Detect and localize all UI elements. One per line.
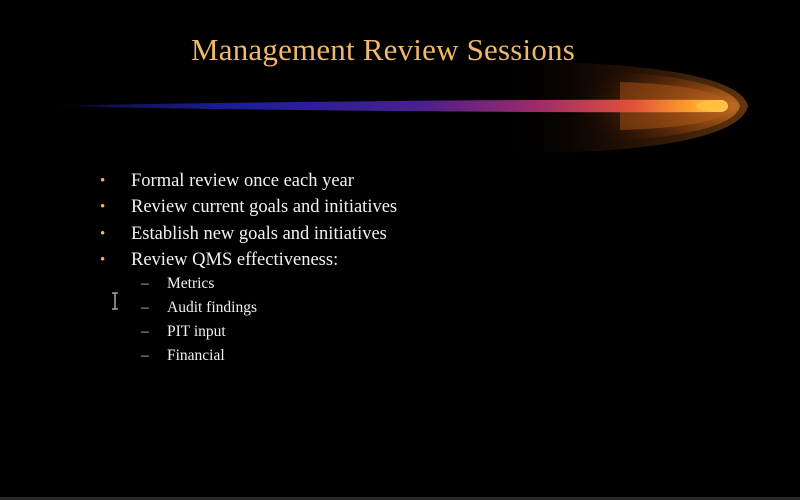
bullet-item: • Review current goals and initiatives [100, 194, 700, 220]
sub-bullet-text: Audit findings [167, 299, 257, 316]
sub-bullet-text: Financial [167, 347, 225, 364]
bullet-icon: • [100, 225, 106, 242]
sub-bullet-item: – Audit findings [141, 296, 541, 320]
bullet-icon: • [100, 251, 106, 268]
bullet-text: Establish new goals and initiatives [131, 223, 387, 244]
dash-icon: – [141, 275, 149, 292]
dash-icon: – [141, 299, 149, 316]
bullet-item: • Review QMS effectiveness: [100, 247, 700, 273]
bullet-item: • Establish new goals and initiatives [100, 221, 700, 247]
bottom-edge-bar [0, 497, 800, 500]
slide-title: Management Review Sessions [190, 32, 576, 67]
sub-bullet-item: – Metrics [141, 272, 541, 296]
dash-icon: – [141, 323, 149, 340]
bullet-item: • Formal review once each year [100, 168, 700, 194]
sub-bullet-text: PIT input [167, 323, 226, 340]
bullet-icon: • [100, 199, 106, 216]
dash-icon: – [141, 347, 149, 364]
sub-bullet-text: Metrics [167, 275, 215, 292]
sub-bullet-list: – Metrics – Audit findings – PIT input –… [141, 272, 541, 368]
bullet-text: Formal review once each year [131, 171, 354, 191]
bullet-text: Review current goals and initiatives [131, 197, 398, 218]
sub-bullet-item: – Financial [141, 344, 541, 368]
sub-bullet-item: – PIT input [141, 320, 541, 344]
text-cursor-icon [112, 292, 118, 310]
bullet-text: Review QMS effectiveness: [131, 249, 339, 270]
bullet-list: • Formal review once each year • Review … [100, 168, 700, 273]
bullet-icon: • [100, 173, 106, 189]
